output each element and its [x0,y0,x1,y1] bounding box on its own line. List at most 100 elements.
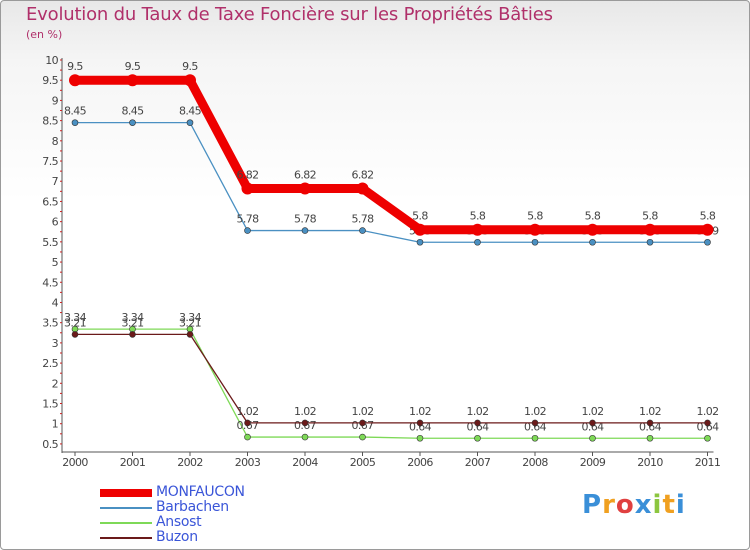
x-tick-label: 2006 [407,456,433,469]
y-tick-label: 4 [52,296,59,309]
x-tick-label: 2008 [522,456,548,469]
data-point [186,331,194,338]
series-line [74,333,709,424]
proxiti-logo: Proxiti [582,490,686,520]
data-point [186,119,194,126]
data-label: 5.8 [470,210,486,223]
y-tick-label: 1.5 [42,398,58,411]
data-point [646,238,654,246]
legend-label: Buzon [156,529,198,545]
y-tick-label: 5 [52,256,59,269]
data-point [531,419,539,427]
data-point [471,223,484,236]
chart-unit-label: (en %) [26,28,63,41]
y-tick-label: 8 [52,135,59,148]
data-point [414,223,426,236]
data-point [646,434,654,442]
x-tick-label: 2011 [695,456,721,469]
data-label: 5.78 [351,213,374,226]
y-tick-label: 5.5 [42,236,58,249]
data-label: 9.5 [67,60,83,73]
data-point [589,419,596,427]
data-label: 1.02 [409,405,431,418]
legend-item-monfaucon: MONFAUCON [100,484,360,500]
data-point [531,434,539,442]
y-tick-label: 6 [52,216,59,229]
data-point [416,434,424,442]
data-point [704,238,711,246]
y-tick-label: 9.5 [42,74,58,87]
logo-letter: r [602,490,616,520]
logo-letter: o [615,490,635,520]
data-label: 5.8 [585,210,601,223]
data-point [301,227,309,234]
x-tick-label: 2007 [465,456,491,469]
data-point [474,419,481,427]
data-label: 5.78 [236,213,259,226]
y-tick-label: 8.5 [42,115,58,128]
y-tick-label: 10 [45,54,58,67]
legend-swatch [100,522,152,524]
data-label: 6.82 [351,169,373,182]
data-point [129,331,136,338]
data-label: 3.21 [121,316,143,329]
legend-item-buzon: Buzon [100,529,360,545]
data-label: 1.02 [524,405,546,418]
legend-item-ansost: Ansost [100,514,360,530]
series-line [74,121,709,243]
data-label: 1.02 [294,405,316,418]
y-tick-label: 1 [52,418,58,431]
x-tick-label: 2003 [235,456,261,469]
logo-letter: i [652,490,663,520]
y-tick-label: 3 [52,337,59,350]
legend-label: Ansost [156,514,202,530]
legend-label: Barbachen [156,499,229,515]
y-tick-label: 4.5 [42,276,58,289]
data-point [301,419,309,427]
y-tick-label: 3.5 [42,317,58,330]
x-tick-label: 2009 [580,456,606,469]
x-tick-label: 2002 [177,456,203,469]
y-tick-label: 6.5 [42,195,58,208]
data-label: 1.02 [639,405,661,418]
x-tick-label: 2010 [637,456,663,469]
data-point [299,182,311,195]
x-tick-label: 2005 [350,456,376,469]
data-label: 3.34 [64,311,87,324]
y-tick-label: 7 [52,175,59,188]
data-point [301,433,309,441]
data-point [529,223,541,236]
chart-title: Evolution du Taux de Taxe Foncière sur l… [26,4,553,25]
data-point [241,182,254,195]
logo-letter: x [634,490,653,520]
legend-label: MONFAUCON [156,484,245,500]
data-point [646,419,654,427]
legend-item-barbachen: Barbachen [100,499,360,515]
data-label: 5.8 [700,210,716,223]
y-tick-label: 7.5 [42,155,58,168]
data-label: 3.34 [179,311,202,324]
data-label: 1.02 [581,405,603,418]
data-label: 1.02 [351,405,373,418]
data-label: 1.02 [466,405,488,418]
x-tick-label: 2000 [62,456,88,469]
data-label: 3.21 [64,316,86,329]
y-tick-label: 2.5 [42,357,58,370]
legend-swatch [100,537,152,539]
series-line [70,75,712,235]
data-label: 1.02 [236,405,258,418]
data-point [126,74,139,87]
logo-letter: P [582,490,603,520]
data-point [129,119,136,126]
data-point [244,433,251,441]
data-point [359,433,366,441]
data-point [71,119,79,126]
logo-letter: t [662,490,676,520]
data-point [644,223,656,236]
legend-swatch [100,507,152,509]
data-label: 6.82 [236,169,258,182]
data-label: 1.02 [696,405,718,418]
data-point [69,74,81,87]
data-point [71,331,79,338]
